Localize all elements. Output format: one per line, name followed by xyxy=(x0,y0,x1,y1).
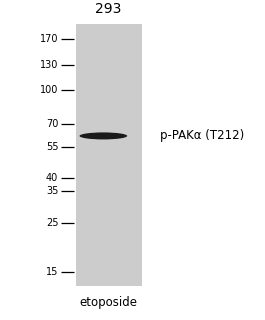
Text: 40: 40 xyxy=(46,173,58,183)
Bar xyxy=(76,24,142,286)
Text: etoposide: etoposide xyxy=(80,296,138,309)
Text: 35: 35 xyxy=(46,186,58,196)
Text: 100: 100 xyxy=(40,85,58,95)
Ellipse shape xyxy=(80,132,127,140)
Text: 55: 55 xyxy=(46,142,58,152)
Text: 25: 25 xyxy=(46,218,58,228)
Text: 293: 293 xyxy=(95,2,122,16)
Text: 170: 170 xyxy=(40,34,58,44)
Text: p-PAKα (T212): p-PAKα (T212) xyxy=(160,129,245,142)
Text: 70: 70 xyxy=(46,119,58,129)
Text: 130: 130 xyxy=(40,60,58,70)
Text: 15: 15 xyxy=(46,267,58,277)
